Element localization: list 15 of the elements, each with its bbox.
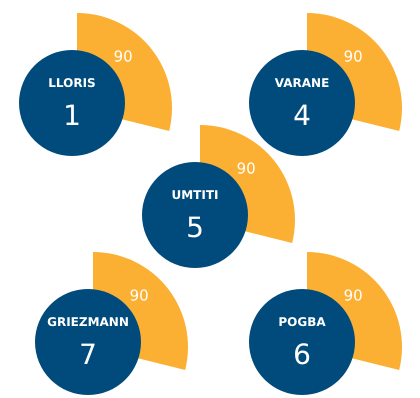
- category-label: GRIEZMANN: [47, 315, 129, 329]
- text: 5: [186, 211, 204, 244]
- category-label: POGBA: [278, 315, 326, 329]
- data-label: 90: [344, 48, 363, 66]
- text: 6: [293, 338, 311, 371]
- text: 1: [63, 99, 81, 132]
- data-label: 90: [130, 286, 149, 305]
- text: 7: [79, 338, 97, 371]
- category-label: UMTITI: [172, 188, 218, 202]
- data-label: 90: [114, 48, 133, 66]
- category-label: LLORIS: [48, 76, 96, 90]
- data-label: 90: [344, 286, 363, 305]
- data-label: 90: [236, 160, 256, 178]
- text: 4: [293, 99, 311, 132]
- category-label: VARANE: [274, 76, 330, 90]
